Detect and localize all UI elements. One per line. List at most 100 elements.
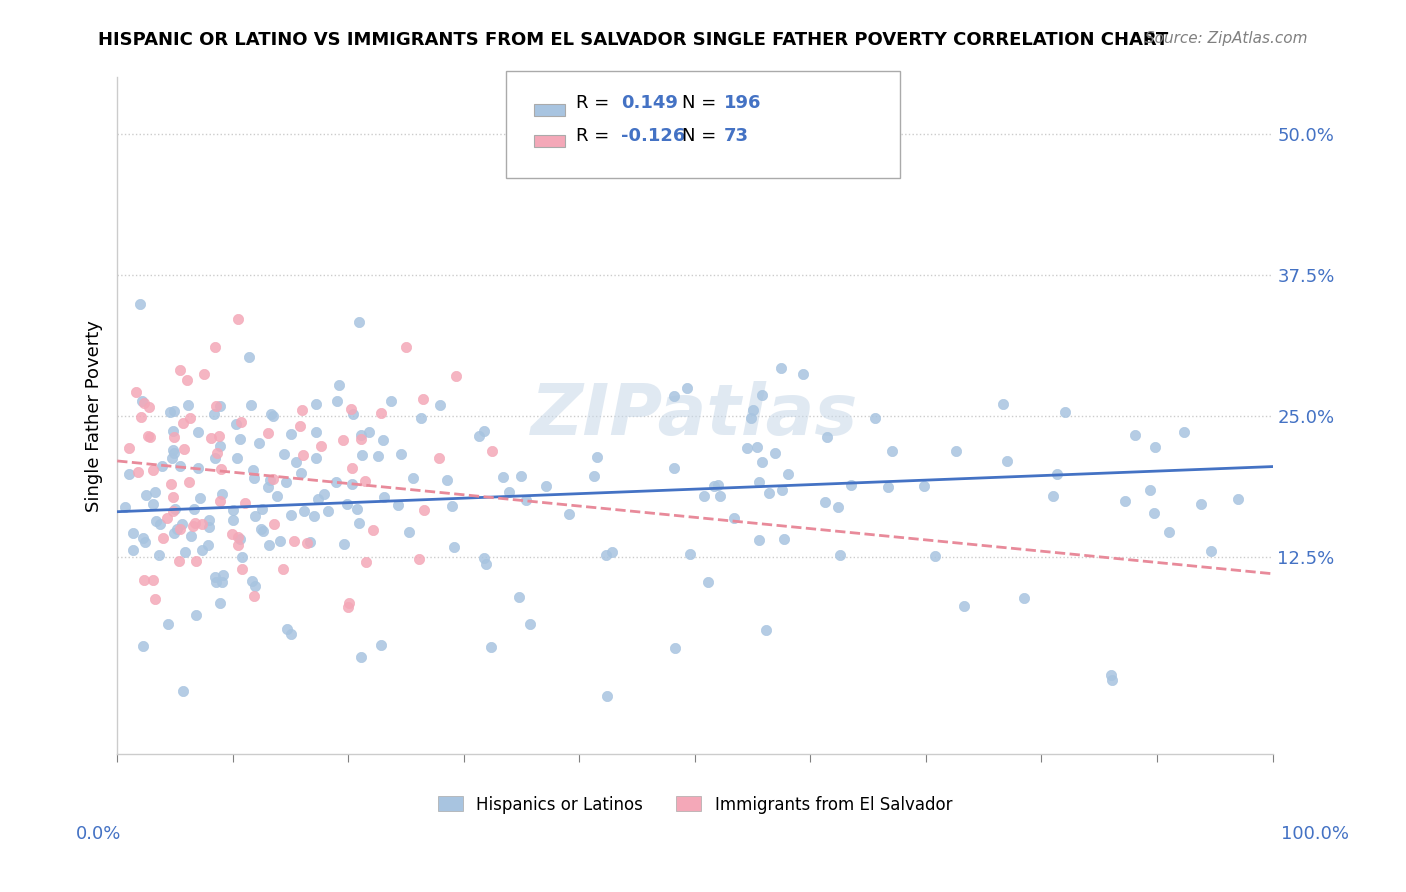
Point: [226, 538, 249, 552]
Point: [1144, 440, 1167, 454]
Point: [259, 473, 281, 487]
Point: [342, 461, 364, 475]
Point: [770, 361, 793, 376]
Point: [350, 428, 373, 442]
Point: [156, 510, 179, 524]
Point: [269, 533, 291, 548]
Point: [280, 427, 302, 442]
Point: [139, 429, 162, 443]
Text: 0.0%: 0.0%: [76, 825, 121, 843]
Point: [693, 489, 716, 503]
Point: [131, 394, 153, 409]
Point: [350, 433, 373, 447]
Point: [240, 574, 263, 588]
Point: [828, 549, 851, 563]
Point: [1199, 543, 1222, 558]
Point: [263, 472, 285, 486]
Point: [1226, 492, 1249, 507]
Point: [1099, 667, 1122, 681]
Point: [373, 434, 395, 448]
Point: [138, 401, 160, 415]
Point: [336, 497, 359, 511]
Point: [162, 442, 184, 457]
Point: [361, 523, 384, 537]
Point: [387, 498, 409, 512]
Point: [751, 455, 773, 469]
Point: [586, 450, 609, 464]
Point: [188, 491, 211, 505]
Point: [839, 478, 862, 492]
Point: [596, 689, 619, 703]
Point: [536, 478, 558, 492]
Point: [945, 444, 967, 458]
Point: [134, 534, 156, 549]
Point: [398, 525, 420, 540]
Point: [408, 551, 430, 566]
Point: [229, 432, 252, 446]
Point: [198, 513, 221, 527]
Point: [163, 502, 186, 516]
Point: [252, 524, 274, 538]
Point: [229, 416, 252, 430]
Point: [924, 549, 946, 563]
Point: [707, 477, 730, 491]
Point: [163, 429, 186, 443]
Point: [190, 542, 212, 557]
Point: [167, 554, 190, 568]
Point: [1159, 524, 1181, 539]
Point: [299, 535, 322, 549]
Point: [346, 502, 368, 516]
Point: [183, 502, 205, 516]
Point: [208, 596, 231, 610]
Point: [142, 574, 165, 588]
Point: [380, 394, 402, 409]
Point: [221, 527, 243, 541]
Point: [295, 536, 318, 550]
Point: [429, 451, 451, 466]
Text: N =: N =: [682, 94, 721, 112]
Point: [697, 575, 720, 590]
Point: [243, 508, 266, 523]
Point: [582, 469, 605, 483]
Point: [325, 475, 347, 489]
Point: [193, 367, 215, 381]
Text: 196: 196: [724, 94, 762, 112]
Point: [152, 531, 174, 545]
Point: [127, 465, 149, 479]
Point: [225, 451, 247, 466]
Point: [337, 599, 360, 614]
Text: -0.126: -0.126: [621, 128, 686, 145]
Point: [703, 479, 725, 493]
Point: [492, 470, 515, 484]
Point: [243, 579, 266, 593]
Point: [184, 554, 207, 568]
Point: [177, 475, 200, 489]
Point: [226, 529, 249, 543]
Y-axis label: Single Father Poverty: Single Father Poverty: [86, 320, 103, 512]
Point: [745, 440, 768, 454]
Point: [354, 474, 377, 488]
Point: [395, 340, 418, 354]
Text: HISPANIC OR LATINO VS IMMIGRANTS FROM EL SALVADOR SINGLE FATHER POVERTY CORRELAT: HISPANIC OR LATINO VS IMMIGRANTS FROM EL…: [98, 31, 1168, 49]
Point: [332, 434, 354, 448]
Point: [292, 504, 315, 518]
Point: [1114, 494, 1136, 508]
Point: [402, 470, 425, 484]
Point: [357, 425, 380, 440]
Point: [162, 504, 184, 518]
Point: [163, 404, 186, 418]
Point: [238, 350, 260, 364]
Point: [412, 503, 434, 517]
Point: [280, 627, 302, 641]
Point: [242, 589, 264, 603]
Point: [191, 517, 214, 532]
Text: R =: R =: [576, 94, 616, 112]
Text: N =: N =: [682, 128, 721, 145]
Point: [740, 411, 762, 425]
Point: [142, 497, 165, 511]
Point: [129, 410, 152, 425]
Point: [156, 617, 179, 632]
Point: [160, 450, 183, 465]
Point: [166, 522, 188, 536]
Point: [316, 504, 339, 518]
